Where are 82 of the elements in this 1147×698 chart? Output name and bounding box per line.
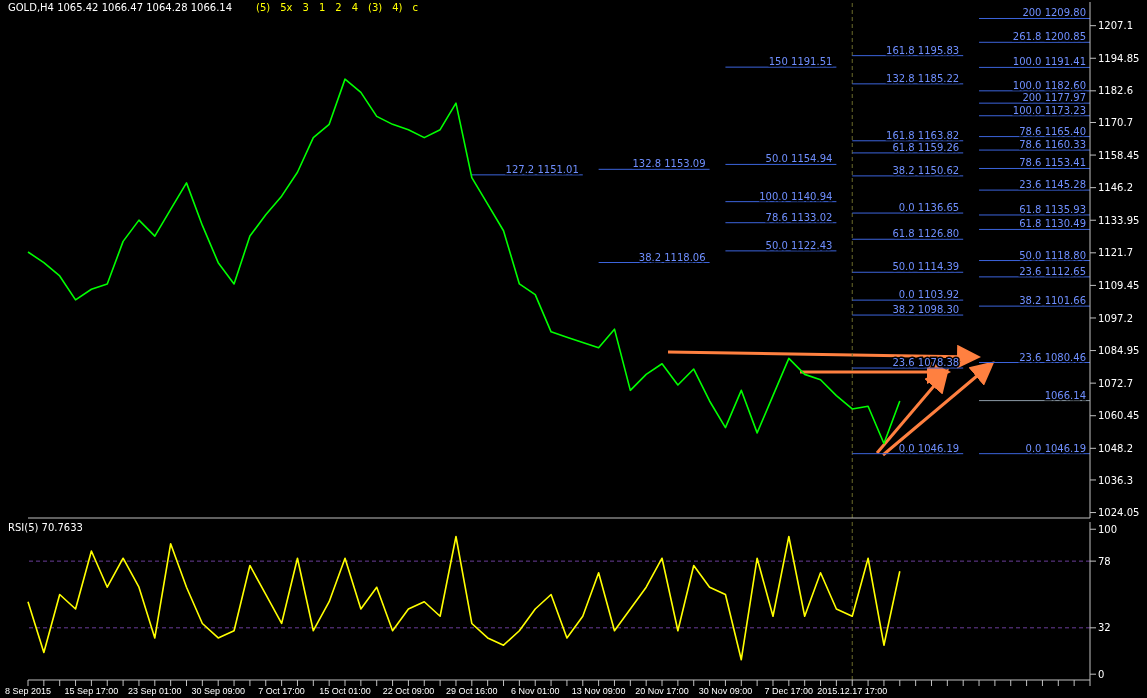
ref-line-label: 261.8 1200.85: [1012, 31, 1086, 43]
ref-line-label: 38.2 1118.06: [638, 251, 706, 263]
ref-line-label: 78.6 1153.41: [1019, 157, 1086, 169]
ref-line-label: 38.2 1150.62: [892, 164, 960, 176]
y-tick-label: 1133.95: [1098, 214, 1140, 226]
x-tick-label: 7 Oct 17:00: [258, 686, 305, 697]
x-tick-label: 8 Sep 2015: [4, 686, 52, 697]
ref-line-label: 23.6 1145.28: [1019, 179, 1086, 191]
annotation: 150 1191.51: [768, 56, 833, 68]
y-tick-label: 1048.2: [1098, 442, 1133, 454]
chart-title: RSI(5) 70.7633: [8, 522, 83, 533]
ref-line-label: 100.0 1191.41: [1012, 56, 1086, 68]
y-tick-label: 1024.05: [1098, 507, 1140, 519]
y-tick-label: 1146.2: [1098, 182, 1133, 194]
ref-line-label: 50.0 1122.43: [765, 239, 833, 251]
ref-line-label: 23.6 1080.46: [1019, 351, 1086, 363]
y-tick-label: 1060.45: [1098, 410, 1140, 422]
ref-line-label: 200 1177.97: [1022, 92, 1086, 104]
y-tick-label: 1207.1: [1098, 20, 1133, 32]
x-tick-label: 6 Nov 01:00: [510, 686, 560, 697]
ref-line-label: 61.8 1135.93: [1019, 203, 1086, 215]
x-tick-label: 2015.12.17 17:00: [817, 686, 888, 697]
ref-line-label: 100.0 1140.94: [759, 190, 833, 202]
y-tick-label: 1194.85: [1098, 52, 1140, 64]
y-tick-label: 78: [1098, 555, 1111, 567]
annotation: 1: [318, 2, 326, 13]
x-tick-label: 20 Nov 17:00: [635, 686, 689, 697]
annotation: 4): [392, 2, 403, 13]
y-tick-label: 100: [1098, 523, 1118, 535]
x-tick-label: 30 Nov 09:00: [698, 686, 753, 697]
ref-line-label: 132.8 1153.09: [632, 158, 706, 170]
ref-line-label: 127.2 1151.01: [505, 163, 579, 175]
y-tick-label: 0: [1098, 668, 1105, 680]
ref-line-label: 78.6 1160.33: [1019, 139, 1086, 151]
x-tick-label: 30 Sep 09:00: [191, 686, 245, 697]
annotation: 0.0 1046.19: [898, 442, 960, 454]
ref-line-label: 161.8 1163.82: [886, 129, 960, 141]
x-tick-label: 13 Nov 09:00: [571, 686, 626, 697]
ref-line-label: 38.2 1098.30: [892, 304, 960, 316]
ref-line-label: 100.0 1182.60: [1012, 79, 1086, 91]
y-tick-label: 1182.6: [1098, 85, 1133, 97]
x-tick-label: 7 Dec 17:00: [764, 686, 814, 697]
ref-line-label: 78.6 1133.02: [765, 211, 833, 223]
y-tick-label: 1170.7: [1098, 117, 1133, 129]
x-tick-label: 15 Oct 01:00: [319, 686, 371, 697]
ref-line-label: 200 1209.80: [1022, 7, 1086, 19]
y-tick-label: 32: [1098, 622, 1111, 634]
ref-line-label: 50.0 1154.94: [765, 153, 833, 165]
y-tick-label: 1072.7: [1098, 377, 1133, 389]
annotation: c: [412, 2, 418, 13]
ref-line-label: 1066.14: [1044, 389, 1086, 401]
ref-line-label: 50.0 1118.80: [1019, 249, 1086, 261]
y-tick-label: 1109.45: [1098, 279, 1140, 291]
annotation: 2: [335, 2, 342, 13]
ref-line-label: 61.8 1130.49: [1019, 218, 1086, 230]
ref-line-label: 132.8 1185.22: [886, 72, 960, 84]
x-tick-label: 15 Sep 17:00: [64, 686, 119, 697]
annotation: (3): [368, 2, 383, 13]
y-tick-label: 1084.95: [1098, 345, 1140, 357]
ref-line-label: 61.8 1159.26: [892, 141, 960, 153]
ref-line-label: 61.8 1126.80: [892, 228, 960, 240]
ref-line-label: 100.0 1173.23: [1012, 104, 1086, 116]
chart-title: GOLD,H4 1065.42 1066.47 1064.28 1066.14: [8, 2, 233, 13]
y-tick-label: 1121.7: [1098, 247, 1133, 259]
x-tick-label: 23 Sep 01:00: [128, 686, 182, 697]
ref-line-label: 38.2 1101.66: [1019, 295, 1086, 307]
y-tick-label: 1158.45: [1098, 149, 1140, 161]
ref-line-label: 50.0 1114.39: [892, 261, 960, 273]
annotation: 4: [351, 2, 359, 13]
y-tick-label: 1036.3: [1098, 474, 1133, 486]
y-tick-label: 1097.2: [1098, 312, 1133, 324]
ref-line-label: 78.6 1165.40: [1019, 125, 1086, 137]
ref-line-label: 0.0 1136.65: [898, 202, 960, 214]
ref-line-label: 0.0 1103.92: [898, 289, 960, 301]
x-tick-label: 29 Oct 16:00: [446, 686, 498, 697]
ref-line-label: 0.0 1046.19: [1025, 442, 1086, 454]
ref-line-label: 161.8 1195.83: [886, 44, 960, 56]
annotation: (5): [256, 2, 271, 13]
x-tick-label: 22 Oct 09:00: [382, 686, 435, 697]
ref-line-label: 23.6 1112.65: [1019, 265, 1086, 277]
annotation: 5x: [280, 2, 293, 13]
annotation: 3: [302, 2, 309, 13]
